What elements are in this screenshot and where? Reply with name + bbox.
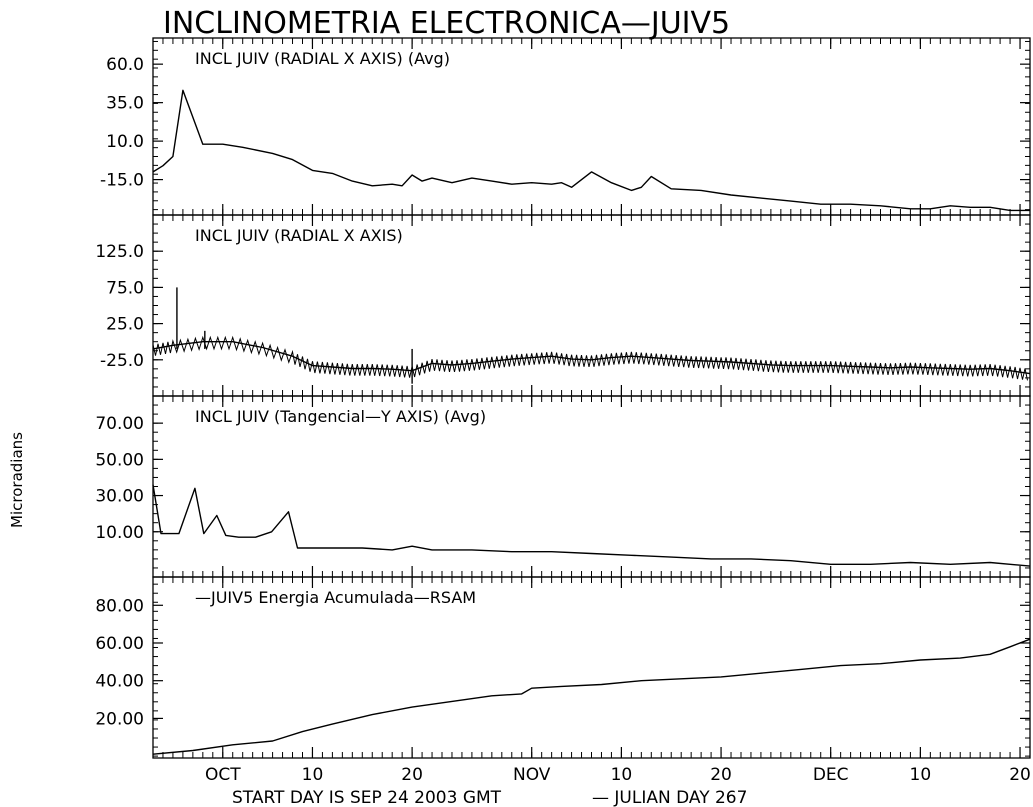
footer-julian-day: — JULIAN DAY 267 (592, 788, 747, 807)
panel-radial-avg: 60.0 35.0 10.0 -15.0 INCL JUIV (RADIAL X AXI… (100, 37, 1031, 216)
x-tick-label: DEC (813, 765, 849, 785)
y-tick-label: 10.00 (95, 523, 144, 543)
y-tick-label: 80.00 (95, 596, 144, 616)
series-line (152, 341, 1031, 375)
x-tick-label: 20 (401, 765, 423, 785)
y-tick-label: 10.0 (106, 132, 144, 152)
y-tick-label: 125.0 (95, 242, 144, 262)
y-tick-label: 25.0 (106, 315, 144, 335)
panel-radial-raw: 125.0 75.0 25.0 -25.0 INCL JUIV (RADIAL X AX… (95, 214, 1031, 397)
series-oscillation (152, 335, 1028, 381)
y-tick-label: -15.0 (100, 171, 144, 191)
y-tick-label: 75.0 (106, 278, 144, 298)
x-tick-labels: OCT 10 20 NOV 10 20 DEC 10 20 (205, 765, 1031, 785)
y-axis-label: Microradians (8, 432, 26, 528)
x-tick-label: NOV (513, 765, 551, 785)
panel-title: —JUIV5 Energia Acumulada—RSAM (195, 588, 476, 607)
y-tick-label: 20.00 (95, 709, 144, 729)
y-tick-label: 60.00 (95, 634, 144, 654)
x-tick-label: OCT (205, 765, 241, 785)
y-tick-label: 35.0 (106, 94, 144, 114)
series-line (152, 484, 1031, 567)
panel-title: INCL JUIV (RADIAL X AXIS) (Avg) (195, 49, 450, 68)
y-tick-label: 60.0 (106, 55, 144, 75)
panel-title: INCL JUIV (RADIAL X AXIS) (195, 226, 403, 245)
y-tick-label: -25.0 (100, 351, 144, 371)
y-tick-label: 70.00 (95, 414, 144, 434)
series-line (152, 89, 1030, 212)
panel-title: INCL JUIV (Tangencial—Y AXIS) (Avg) (195, 407, 486, 426)
x-tick-label: 10 (611, 765, 633, 785)
x-tick-label: 20 (710, 765, 732, 785)
series-line (152, 638, 1031, 755)
x-tick-label: 10 (910, 765, 932, 785)
y-tick-label: 40.00 (95, 672, 144, 692)
panel-tangential-avg: 70.00 50.00 30.00 10.00 INCL JUIV (Tangencia… (95, 395, 1031, 578)
y-tick-label: 30.00 (95, 487, 144, 507)
x-tick-label: 20 (1009, 765, 1031, 785)
panel-rsam: 80.00 60.00 40.00 20.00 —JUIV5 Energia Acumu… (95, 576, 1031, 759)
y-tick-label: 50.00 (95, 450, 144, 470)
x-tick-label: 10 (302, 765, 324, 785)
footer-start-day: START DAY IS SEP 24 2003 GMT (232, 788, 502, 807)
figure-title: INCLINOMETRIA ELECTRONICA—JUIV5 (163, 6, 730, 41)
